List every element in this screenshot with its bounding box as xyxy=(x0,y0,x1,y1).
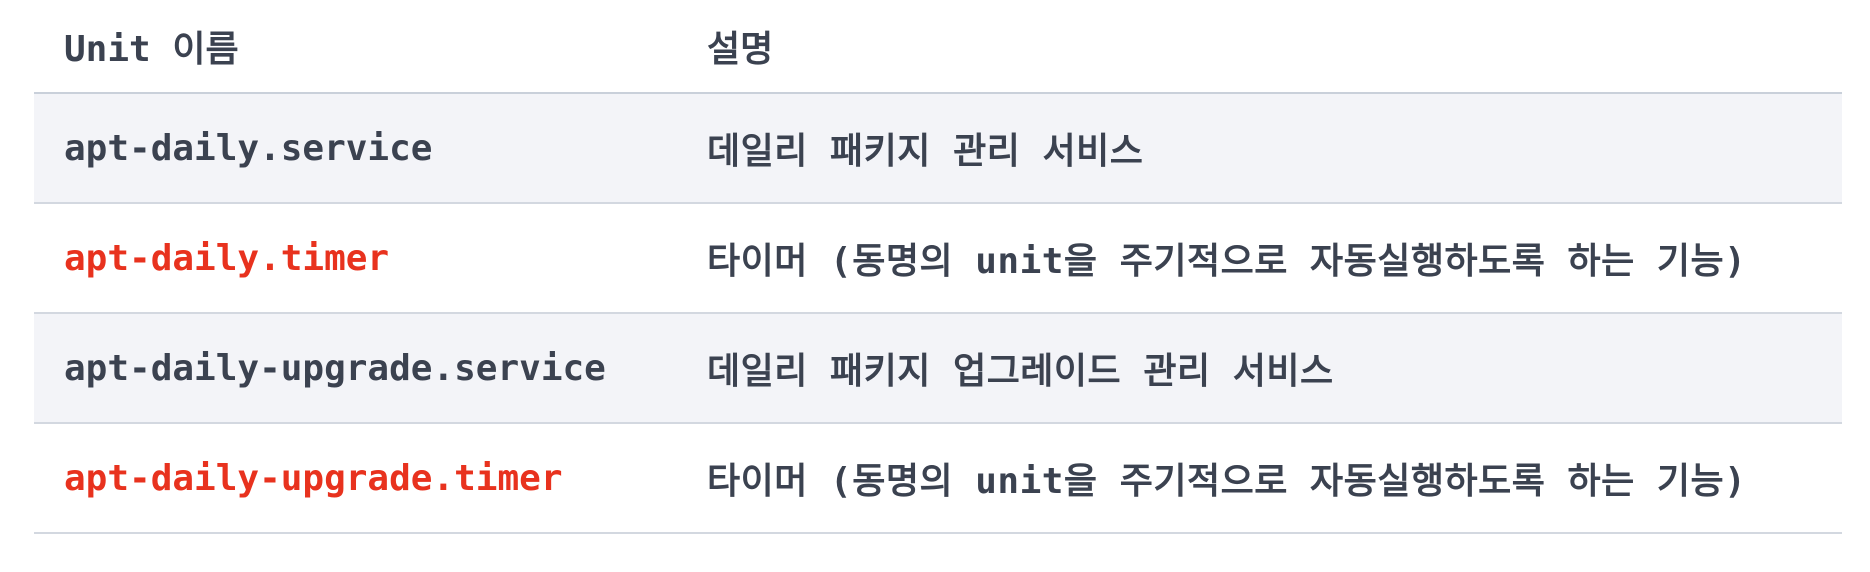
table-row: apt-daily-upgrade.timer 타이머 (동명의 unit을 주… xyxy=(34,423,1842,534)
description-cell: 데일리 패키지 업그레이드 관리 서비스 xyxy=(677,313,1842,424)
header-unit-name: Unit 이름 xyxy=(34,0,677,94)
table-header-row: Unit 이름 설명 xyxy=(34,0,1842,94)
unit-name-cell: apt-daily-upgrade.service xyxy=(34,313,677,424)
description-cell: 타이머 (동명의 unit을 주기적으로 자동실행하도록 하는 기능) xyxy=(677,423,1842,534)
units-table: Unit 이름 설명 apt-daily.service 데일리 패키지 관리 … xyxy=(34,0,1842,534)
unit-name-cell: apt-daily.timer xyxy=(34,203,677,314)
table-row: apt-daily.timer 타이머 (동명의 unit을 주기적으로 자동실… xyxy=(34,203,1842,314)
table-row: apt-daily-upgrade.service 데일리 패키지 업그레이드 … xyxy=(34,313,1842,424)
description-cell: 데일리 패키지 관리 서비스 xyxy=(677,93,1842,204)
description-cell: 타이머 (동명의 unit을 주기적으로 자동실행하도록 하는 기능) xyxy=(677,203,1842,314)
header-description: 설명 xyxy=(677,0,1842,94)
table-row: apt-daily.service 데일리 패키지 관리 서비스 xyxy=(34,93,1842,204)
unit-name-cell: apt-daily-upgrade.timer xyxy=(34,423,677,534)
unit-name-cell: apt-daily.service xyxy=(34,93,677,204)
unit-table: Unit 이름 설명 apt-daily.service 데일리 패키지 관리 … xyxy=(34,0,1842,534)
